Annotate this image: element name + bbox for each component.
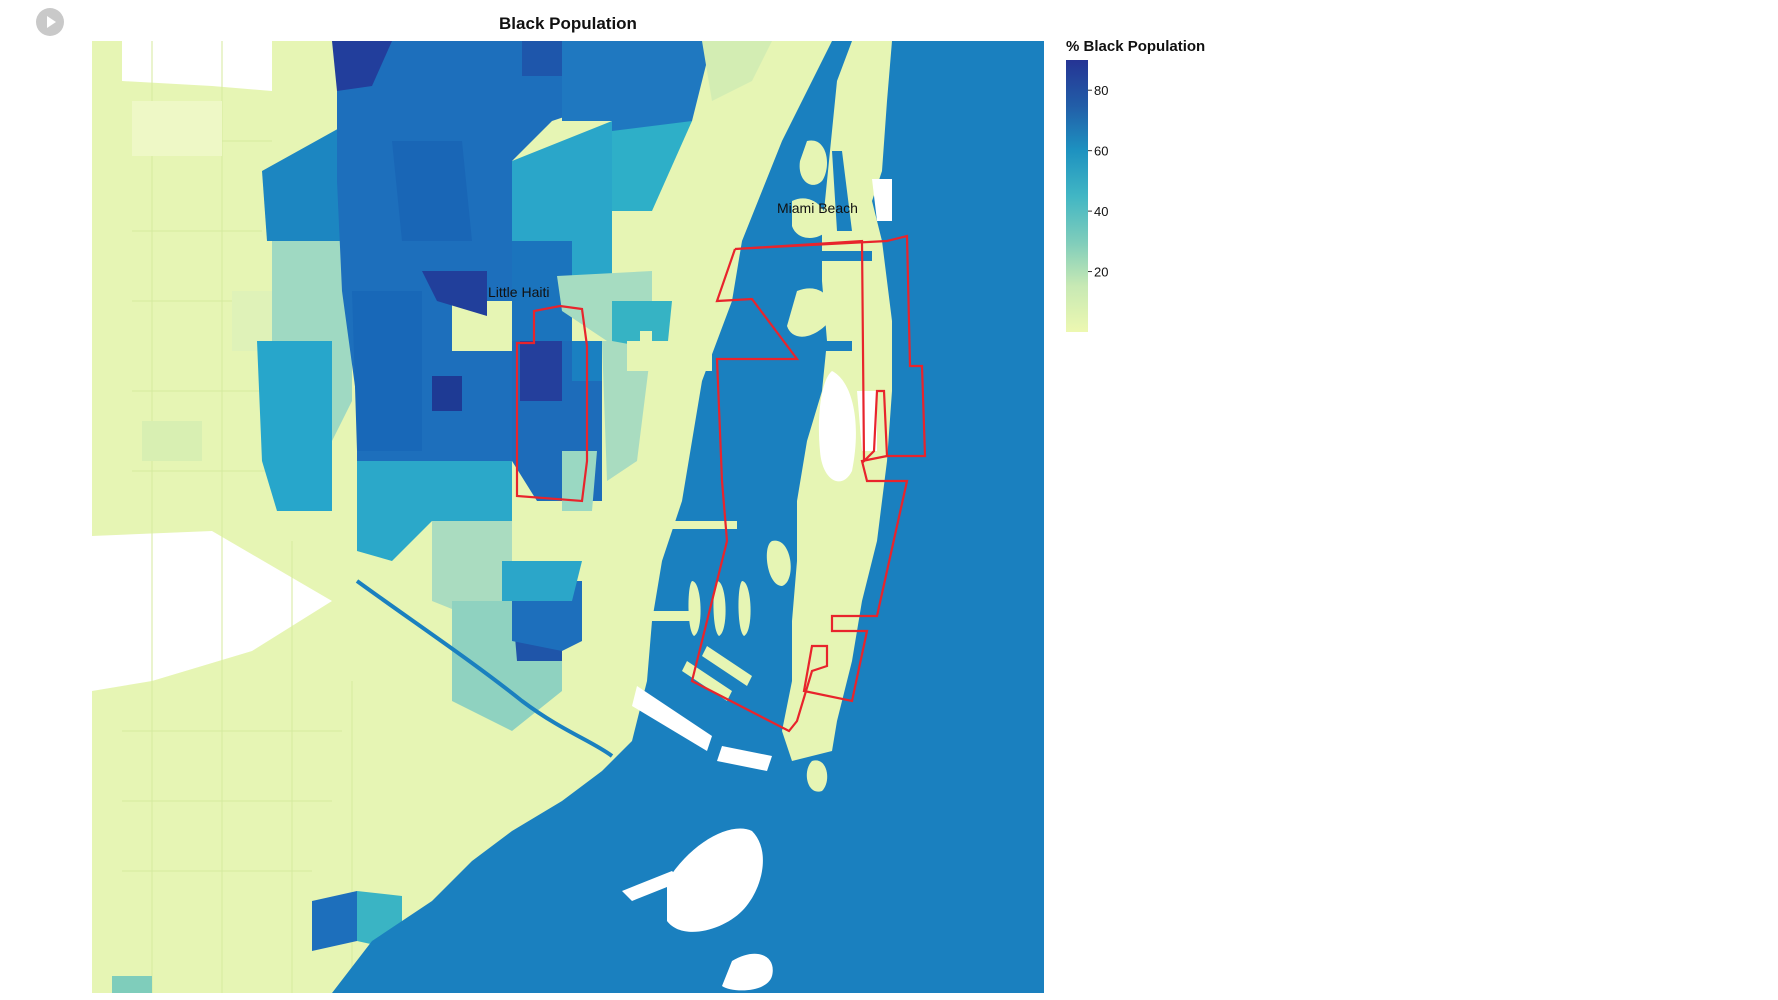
no-data-area [857, 391, 877, 451]
bay-island [766, 540, 791, 586]
tract-blue [352, 291, 422, 451]
island [792, 198, 828, 238]
label-miami-beach: Miami Beach [777, 200, 858, 216]
bay-island [627, 341, 712, 371]
tract-mid [602, 341, 652, 481]
bay-island [688, 581, 701, 636]
tract [132, 101, 222, 156]
choropleth-map[interactable]: Little Haiti Miami Beach [92, 41, 1044, 993]
bay-island [713, 581, 726, 636]
island [799, 140, 827, 185]
port-of-miami [717, 746, 772, 771]
fisher-island [806, 760, 828, 792]
tract-blue [312, 891, 357, 951]
island [622, 871, 682, 901]
tract-teal [502, 561, 582, 601]
key-biscayne [722, 953, 773, 991]
map-canvas: Little Haiti Miami Beach [92, 41, 1044, 993]
tract-mid [112, 976, 152, 993]
no-data-area [122, 41, 272, 91]
play-button[interactable] [36, 8, 64, 36]
no-data-area [872, 179, 892, 221]
legend-ticks: 80 60 40 20 [1088, 83, 1108, 280]
tract-teal [257, 341, 332, 511]
legend-tick-label: 80 [1094, 83, 1108, 98]
tract-blue [392, 141, 472, 241]
tract-blue [512, 241, 572, 341]
island [547, 771, 572, 796]
legend-tick-label: 40 [1094, 204, 1108, 219]
tract-dark-blue [422, 271, 487, 316]
play-icon [47, 16, 56, 28]
golf-course [818, 371, 856, 482]
legend-tick-label: 20 [1094, 265, 1108, 280]
color-legend: % Black Population 80 60 40 20 [1066, 38, 1266, 348]
legend-tick-label: 60 [1094, 144, 1108, 159]
label-little-haiti: Little Haiti [488, 284, 549, 300]
bay-island [652, 611, 692, 621]
tract-mid [432, 521, 512, 621]
water-channel [832, 151, 852, 231]
tract-dark-blue [520, 341, 562, 401]
tract [142, 421, 202, 461]
tract-teal [357, 451, 512, 561]
map-title: Black Population [499, 14, 637, 33]
virginia-key [667, 828, 763, 932]
island [787, 288, 832, 337]
legend-scale: 80 60 40 20 [1066, 60, 1108, 332]
tract-dark-blue [432, 376, 462, 411]
tract-dark-blue [332, 41, 392, 91]
legend-title: % Black Population [1066, 38, 1206, 55]
district-boundary [515, 234, 927, 733]
causeway [647, 521, 737, 529]
miami-river [355, 579, 614, 758]
port-of-miami [632, 686, 712, 751]
land [732, 61, 792, 161]
tract-blue [262, 121, 352, 241]
bay-island [702, 646, 752, 686]
land [702, 41, 772, 101]
legend-gradient-bar [1066, 60, 1088, 332]
tract-teal [612, 121, 692, 211]
water-channel [812, 251, 872, 261]
tract-mid [562, 451, 597, 511]
tract-teal [612, 301, 672, 351]
water-channel [797, 341, 852, 351]
bay-island [640, 331, 652, 371]
bay-island [738, 581, 751, 636]
causeway [577, 521, 632, 529]
